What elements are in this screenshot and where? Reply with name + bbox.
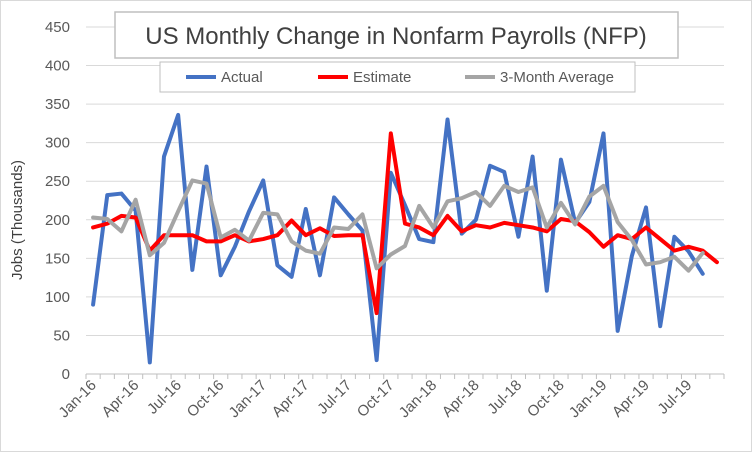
y-tick-label: 350 [45, 96, 70, 113]
legend-frame [159, 61, 636, 93]
y-tick-label: 200 [45, 212, 70, 229]
series-line-estimate [91, 131, 719, 316]
legend-label-estimate: Estimate [353, 69, 411, 86]
y-tick-label: 450 [45, 19, 70, 36]
y-tick-label: 150 [45, 250, 70, 267]
series-line-3-month-average [91, 178, 705, 273]
legend-label-actual: Actual [221, 69, 263, 86]
chart-legend: Actual Estimate 3-Month Average [159, 61, 636, 93]
y-tick-label: 300 [45, 135, 70, 152]
y-tick-label: 250 [45, 173, 70, 190]
series-lines [91, 112, 719, 365]
y-tick-label: 0 [62, 366, 70, 383]
chart-title-box: US Monthly Change in Nonfarm Payrolls (N… [114, 11, 679, 59]
title-frame [114, 11, 679, 59]
y-axis-label: Jobs (Thousands) [9, 160, 26, 280]
y-tick-label: 400 [45, 58, 70, 75]
chart-title: US Monthly Change in Nonfarm Payrolls (N… [145, 23, 647, 50]
y-tick-label: 100 [45, 289, 70, 306]
legend-label-3-month-average: 3-Month Average [500, 69, 614, 86]
y-tick-label: 50 [53, 327, 70, 344]
